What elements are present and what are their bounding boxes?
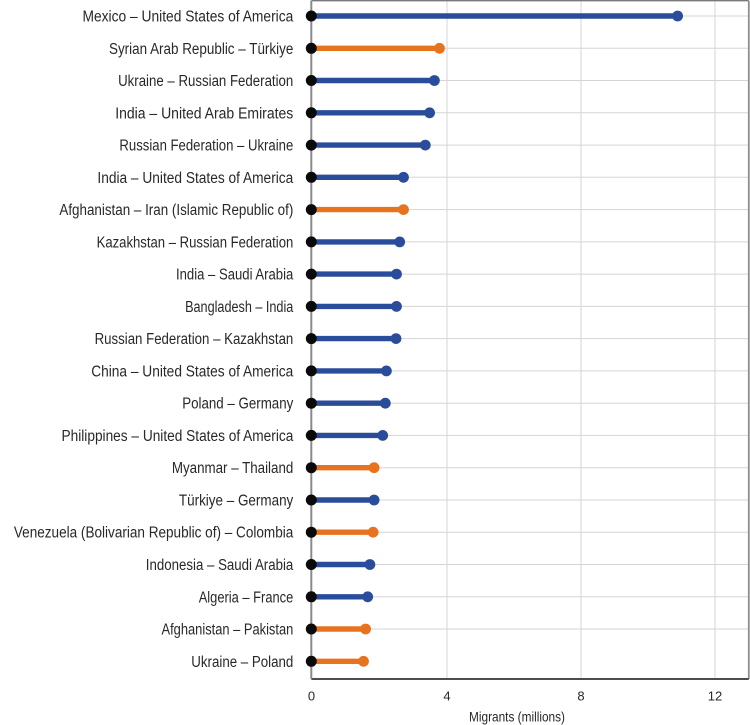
svg-text:Migrants (millions): Migrants (millions): [469, 709, 565, 725]
svg-text:India – Saudi Arabia: India – Saudi Arabia: [176, 267, 294, 284]
svg-text:4: 4: [443, 689, 450, 704]
svg-text:Afghanistan – Iran (Islamic Re: Afghanistan – Iran (Islamic Republic of): [59, 202, 293, 219]
svg-text:Afghanistan – Pakistan: Afghanistan – Pakistan: [162, 622, 294, 639]
svg-text:Türkiye – Germany: Türkiye – Germany: [179, 493, 294, 510]
svg-text:Russian Federation – Ukraine: Russian Federation – Ukraine: [119, 138, 293, 155]
svg-text:Ukraine – Poland: Ukraine – Poland: [191, 654, 293, 671]
svg-text:Russian Federation – Kazakhsta: Russian Federation – Kazakhstan: [95, 331, 294, 348]
svg-text:12: 12: [708, 689, 722, 704]
svg-text:0: 0: [308, 689, 315, 704]
svg-text:Myanmar – Thailand: Myanmar – Thailand: [172, 460, 293, 477]
svg-text:India – United Arab Emirates: India – United Arab Emirates: [115, 105, 293, 122]
svg-text:Poland – Germany: Poland – Germany: [182, 396, 293, 413]
svg-text:Syrian Arab Republic – Türkiye: Syrian Arab Republic – Türkiye: [109, 41, 293, 58]
svg-text:Kazakhstan – Russian Federatio: Kazakhstan – Russian Federation: [97, 234, 294, 251]
svg-text:Philippines – United States of: Philippines – United States of America: [62, 428, 294, 445]
svg-text:Venezuela (Bolivarian Republic: Venezuela (Bolivarian Republic of) – Col…: [14, 525, 294, 542]
svg-text:China – United States of Ameri: China – United States of America: [91, 363, 293, 380]
svg-text:Mexico – United States of Amer: Mexico – United States of America: [83, 9, 294, 26]
svg-text:Indonesia – Saudi Arabia: Indonesia – Saudi Arabia: [146, 557, 294, 574]
svg-text:India – United States of Ameri: India – United States of America: [97, 170, 293, 187]
svg-text:Ukraine – Russian Federation: Ukraine – Russian Federation: [118, 73, 293, 90]
svg-text:Algeria – France: Algeria – France: [199, 589, 294, 606]
svg-text:Bangladesh – India: Bangladesh – India: [185, 299, 294, 316]
svg-text:8: 8: [577, 689, 584, 704]
